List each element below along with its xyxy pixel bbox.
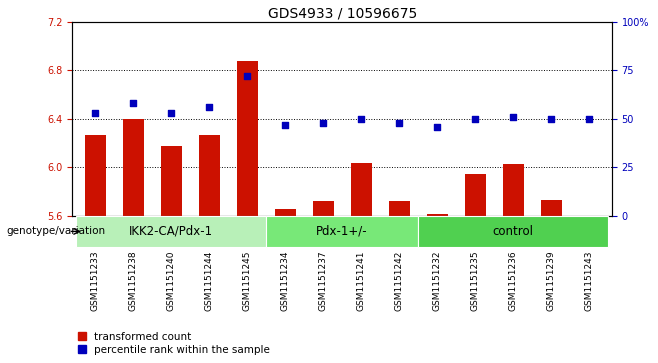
Text: GSM1151239: GSM1151239 [547, 251, 555, 311]
Text: Pdx-1+/-: Pdx-1+/- [316, 225, 368, 238]
Text: GSM1151245: GSM1151245 [243, 251, 251, 311]
Bar [578, 216, 599, 220]
Point [90, 110, 101, 116]
Text: GSM1151241: GSM1151241 [357, 251, 366, 311]
Point [546, 116, 557, 122]
Point [166, 110, 176, 116]
Bar [123, 119, 143, 216]
Text: control: control [493, 225, 534, 238]
Bar [465, 174, 486, 216]
Text: GSM1151233: GSM1151233 [91, 251, 99, 311]
Bar [237, 61, 258, 216]
Point [128, 101, 138, 106]
Point [280, 122, 290, 128]
Text: GSM1151238: GSM1151238 [129, 251, 138, 311]
Bar [199, 135, 220, 216]
Text: GSM1151234: GSM1151234 [281, 251, 290, 311]
Text: GSM1151235: GSM1151235 [470, 251, 480, 311]
Text: GSM1151237: GSM1151237 [318, 251, 328, 311]
Point [432, 124, 442, 130]
Point [508, 114, 519, 120]
Text: GSM1151244: GSM1151244 [205, 251, 214, 311]
Bar [426, 213, 447, 216]
Text: genotype/variation: genotype/variation [7, 227, 106, 236]
Text: GSM1151232: GSM1151232 [433, 251, 442, 311]
Bar [503, 164, 524, 216]
Text: IKK2-CA/Pdx-1: IKK2-CA/Pdx-1 [129, 225, 213, 238]
Bar [541, 200, 561, 216]
Point [470, 116, 480, 122]
Bar [275, 209, 295, 216]
Legend: transformed count, percentile rank within the sample: transformed count, percentile rank withi… [78, 332, 270, 355]
Text: GSM1151240: GSM1151240 [166, 251, 176, 311]
Bar [313, 201, 334, 216]
Point [356, 116, 367, 122]
Bar [351, 163, 372, 216]
Bar [266, 216, 418, 247]
Point [242, 73, 253, 79]
Point [318, 120, 328, 126]
Bar [418, 216, 608, 247]
Point [394, 120, 405, 126]
Bar [389, 201, 409, 216]
Point [204, 104, 215, 110]
Bar [161, 146, 182, 216]
Point [584, 116, 594, 122]
Bar [85, 135, 106, 216]
Text: GSM1151242: GSM1151242 [395, 251, 403, 311]
Text: GSM1151243: GSM1151243 [585, 251, 594, 311]
Title: GDS4933 / 10596675: GDS4933 / 10596675 [268, 7, 417, 21]
Bar [76, 216, 266, 247]
Text: GSM1151236: GSM1151236 [509, 251, 518, 311]
